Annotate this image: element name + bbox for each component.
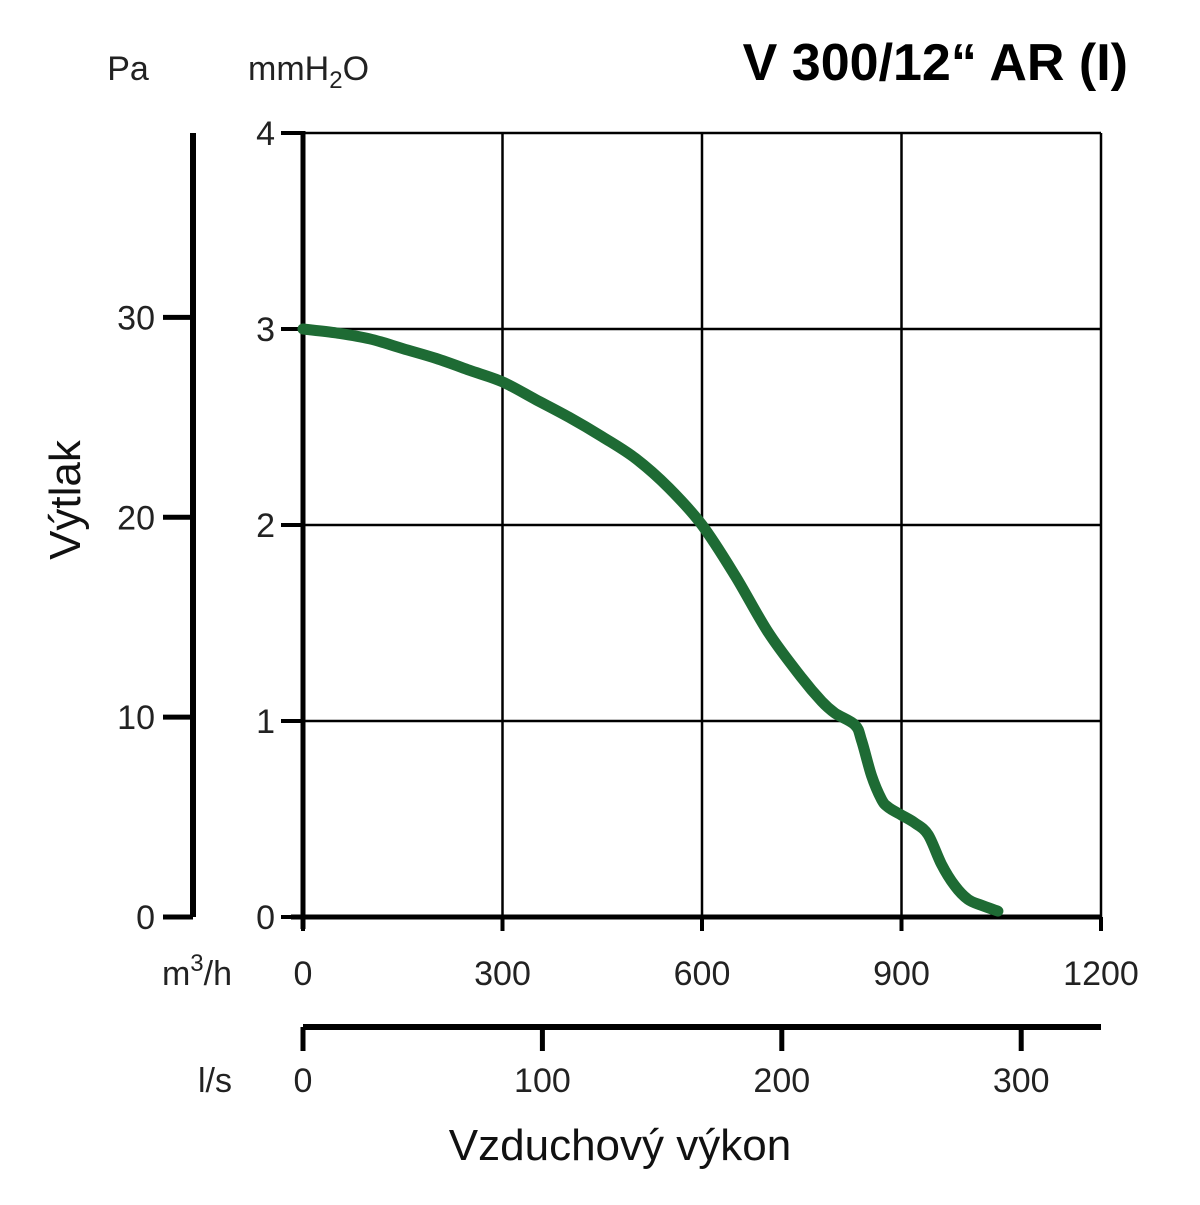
y-tick-label: 1 bbox=[256, 703, 275, 741]
y-tick-label: 4 bbox=[256, 115, 275, 153]
x-tick-label: 0 bbox=[294, 955, 313, 993]
series-layer bbox=[297, 323, 1004, 917]
series-line-fan-curve bbox=[297, 323, 1004, 917]
x2-tick-label: 0 bbox=[294, 1062, 313, 1100]
x-tick-label: 300 bbox=[474, 955, 531, 993]
x-unit-tail: /h bbox=[204, 955, 232, 993]
y-unit-base: mmH bbox=[248, 50, 329, 88]
y-tick-label: 0 bbox=[256, 899, 275, 937]
x2-tick-label: 100 bbox=[514, 1062, 571, 1100]
y-axis-title: Výtlak bbox=[41, 439, 90, 560]
y-unit-tail: O bbox=[343, 50, 369, 88]
y-tick-label: 2 bbox=[256, 507, 275, 545]
axes bbox=[163, 131, 1103, 1051]
x-unit-sup: 3 bbox=[190, 950, 203, 977]
y2-tick-label: 20 bbox=[117, 499, 155, 537]
x-unit-label: m3/h bbox=[162, 950, 232, 993]
y-unit-label: mmH2O bbox=[248, 50, 369, 94]
y2-tick-label: 0 bbox=[136, 899, 155, 937]
chart-title: V 300/12“ AR (I) bbox=[743, 34, 1128, 92]
y-unit-sub: 2 bbox=[329, 67, 342, 94]
x-unit-base: m bbox=[162, 955, 190, 993]
y2-tick-label: 10 bbox=[117, 699, 155, 737]
x-tick-label: 900 bbox=[873, 955, 930, 993]
x-tick-label: 600 bbox=[674, 955, 731, 993]
x2-tick-label: 200 bbox=[753, 1062, 810, 1100]
y-tick-label: 3 bbox=[256, 311, 275, 349]
y2-unit-label: Pa bbox=[107, 50, 149, 88]
x-axis-title: Vzduchový výkon bbox=[449, 1121, 791, 1170]
x-tick-label: 1200 bbox=[1063, 955, 1139, 993]
y2-tick-label: 30 bbox=[117, 299, 155, 337]
x2-tick-label: 300 bbox=[993, 1062, 1050, 1100]
x2-unit-label: l/s bbox=[198, 1062, 232, 1100]
